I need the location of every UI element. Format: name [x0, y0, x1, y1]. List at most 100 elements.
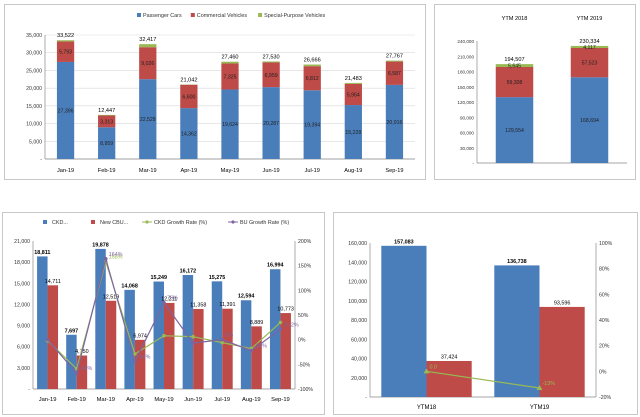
y-tick-label: 140,000	[348, 260, 367, 266]
legend-label: CKD Growth Rate (%)	[154, 220, 207, 226]
bar-special-purpose-vehicles	[262, 61, 280, 63]
bar-commercial-vehicles	[262, 62, 280, 88]
legend-label: Commercial Vehicles	[197, 13, 248, 19]
y-tick-label: 80,000	[351, 318, 367, 324]
data-label: 16,172	[180, 269, 197, 275]
bar-passenger-cars	[262, 87, 280, 159]
total-label: 27,767	[386, 54, 403, 60]
bar-commercial-vehicles	[98, 115, 116, 128]
y-tick-label: 60,000	[460, 131, 474, 136]
bar-commercial-vehicles	[570, 48, 609, 78]
bar-new-cbu	[47, 285, 59, 389]
line-marker	[133, 352, 137, 356]
ytm-sales-by-type-svg: - 30,000 60,000 90,000 120,000 150,000 180,000…	[457, 16, 627, 166]
x-tick-label: Mar-19	[139, 168, 157, 174]
data-label: 12,594	[238, 294, 255, 300]
line-marker	[278, 327, 283, 332]
bar-passenger-cars	[221, 89, 239, 159]
data-label: 18,811	[34, 250, 50, 256]
x-tick-label: Aug-19	[242, 397, 261, 403]
data-label: 6,812	[306, 76, 319, 82]
y2-tick-label: 100%	[298, 288, 312, 294]
data-label: 5,964	[347, 92, 360, 98]
x-tick-label: May-19	[154, 397, 173, 403]
monthly-sales-by-type-svg: - 5,000 10,000 15,000 20,000 25,000 30,000 35,0…	[26, 13, 415, 174]
data-label: 8,889	[250, 320, 264, 326]
bar-passenger-cars	[570, 77, 609, 163]
data-label: 19,878	[92, 242, 109, 248]
legend-swatch	[91, 220, 95, 224]
y-tick-label: 5,000	[29, 139, 42, 145]
ytm-ckd-cbu-chart: - 20,000 40,000 60,000 80,000 100,000 120,000 1…	[333, 212, 638, 415]
line-label: 164%	[109, 252, 123, 258]
data-label: 20,287	[263, 121, 279, 127]
data-label: 11,391	[219, 302, 235, 308]
bar-ckd	[211, 281, 223, 389]
bar-special-purpose-vehicles	[344, 82, 362, 84]
data-label: 3,313	[100, 119, 113, 125]
y-tick-label: -	[365, 395, 367, 401]
bar-passenger-cars	[495, 97, 534, 163]
x-tick-label: YTM19	[530, 405, 550, 411]
y-tick-label: 120,000	[457, 100, 474, 105]
data-label: 15,275	[209, 275, 226, 281]
y2-tick-label: 60%	[599, 292, 610, 298]
bar-commercial-vehicles	[221, 63, 239, 90]
line-label: -13%	[543, 381, 556, 387]
y-tick-label: 15,000	[14, 281, 30, 287]
total-label: 32,417	[139, 37, 156, 43]
x-tick-label: Feb-19	[98, 168, 116, 174]
monthly-ckd-cbu-svg: - 3,000 6,000 9,000 12,000 15,000 18,000 21,000…	[14, 220, 313, 403]
y-tick-label: 15,000	[26, 104, 42, 110]
line-label: 21.2%	[283, 322, 298, 328]
bar-ckd	[37, 256, 48, 389]
data-label: 12,519	[103, 294, 120, 300]
data-label: 37,424	[441, 354, 458, 360]
y2-tick-label: -100%	[298, 387, 313, 393]
y-tick-label: 21,000	[14, 239, 30, 245]
line-marker	[423, 368, 430, 374]
y-tick-label: -	[472, 161, 474, 166]
line-marker	[220, 340, 225, 345]
line-marker	[45, 337, 50, 342]
y-tick-label: 6,000	[17, 345, 30, 351]
y-tick-label: 30,000	[460, 146, 474, 151]
bar-new-cbu	[539, 306, 585, 397]
data-label: 6,600	[182, 94, 195, 100]
line-marker	[191, 341, 195, 345]
line-marker	[220, 337, 225, 342]
y2-tick-label: 200%	[298, 239, 312, 245]
y-tick-label: 180,000	[457, 70, 474, 75]
bar-special-purpose-vehicles	[385, 60, 404, 62]
data-label: 129,554	[505, 128, 524, 134]
x-tick-label: Jun-19	[263, 168, 280, 174]
legend-label: BU Growth Rate (%)	[240, 220, 289, 226]
bar-commercial-vehicles	[56, 41, 75, 62]
y-tick-label: 120,000	[348, 280, 367, 286]
x-tick-label: YTM18	[417, 405, 437, 411]
bar-special-purpose-vehicles	[495, 64, 534, 67]
bar-commercial-vehicles	[139, 47, 157, 80]
bar-ckd	[182, 275, 194, 389]
data-label: 7,325	[224, 74, 237, 80]
bar-commercial-vehicles	[180, 84, 198, 109]
x-tick-label: Feb-19	[67, 397, 85, 403]
y-tick-label: 150,000	[457, 85, 474, 90]
bar-special-purpose-vehicles	[570, 45, 609, 49]
bar-special-purpose-vehicles	[56, 40, 75, 42]
monthly-sales-by-type-chart: - 5,000 10,000 15,000 20,000 25,000 30,000 35,0…	[4, 4, 426, 180]
y-tick-label: 210,000	[457, 54, 474, 59]
data-label: 11,358	[190, 302, 206, 308]
line-label: -68%	[80, 366, 93, 372]
line-label: 0%	[225, 333, 233, 339]
line-label: 75%	[167, 296, 178, 302]
bar-new-cbu	[280, 313, 291, 389]
y-tick-label: 60,000	[351, 337, 367, 343]
data-label: 27,396	[58, 108, 74, 114]
y-tick-label: 40,000	[351, 357, 367, 363]
total-label: 27,530	[263, 54, 280, 60]
y2-tick-label: 40%	[599, 318, 610, 324]
data-label: 15,249	[151, 275, 168, 281]
y-tick-label: 25,000	[26, 68, 42, 74]
legend-label: New CBU...	[100, 220, 128, 226]
